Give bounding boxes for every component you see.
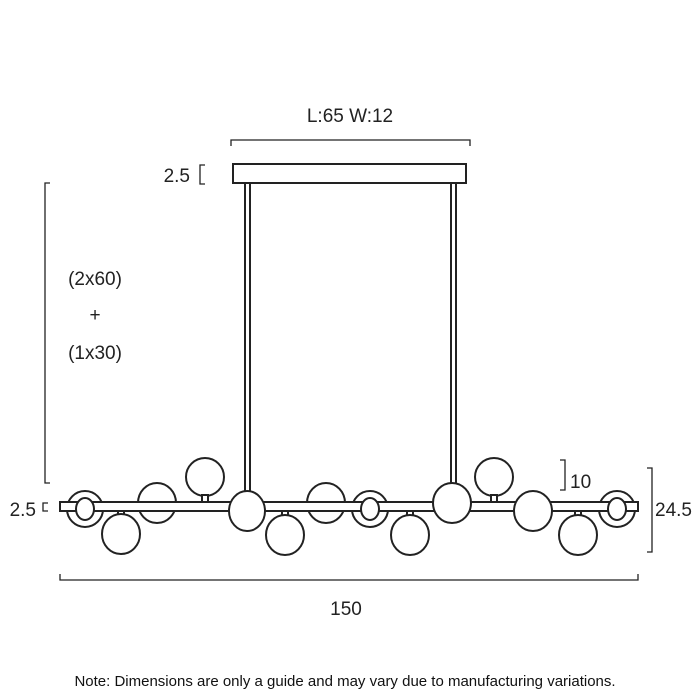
canopy-width-bracket xyxy=(230,139,471,146)
globe-offset-bracket xyxy=(560,459,566,491)
bar-height-bracket xyxy=(42,502,48,512)
total-height-label: 24.5 xyxy=(655,500,692,521)
canopy-height-bracket xyxy=(199,164,205,185)
globes-lower xyxy=(75,482,627,556)
suspension-label-plus: + xyxy=(89,305,100,326)
disclaimer-note: Note: Dimensions are only a guide and ma… xyxy=(74,673,615,690)
suspension-rods xyxy=(244,182,457,494)
total-height-bracket xyxy=(647,467,653,553)
suspension-height-bracket xyxy=(44,182,50,484)
globe-offset-label: 10 xyxy=(570,472,591,493)
bar-height-label: 2.5 xyxy=(10,500,36,521)
total-length-label: 150 xyxy=(330,599,362,620)
suspension-label-1: (2x60) xyxy=(68,269,122,290)
canopy-dimension-label: L:65 W:12 xyxy=(307,106,393,127)
main-bar xyxy=(59,501,639,512)
suspension-label-2: (1x30) xyxy=(68,343,122,364)
ceiling-canopy xyxy=(232,163,467,184)
total-length-bracket xyxy=(59,574,639,581)
canopy-height-label: 2.5 xyxy=(164,166,190,187)
